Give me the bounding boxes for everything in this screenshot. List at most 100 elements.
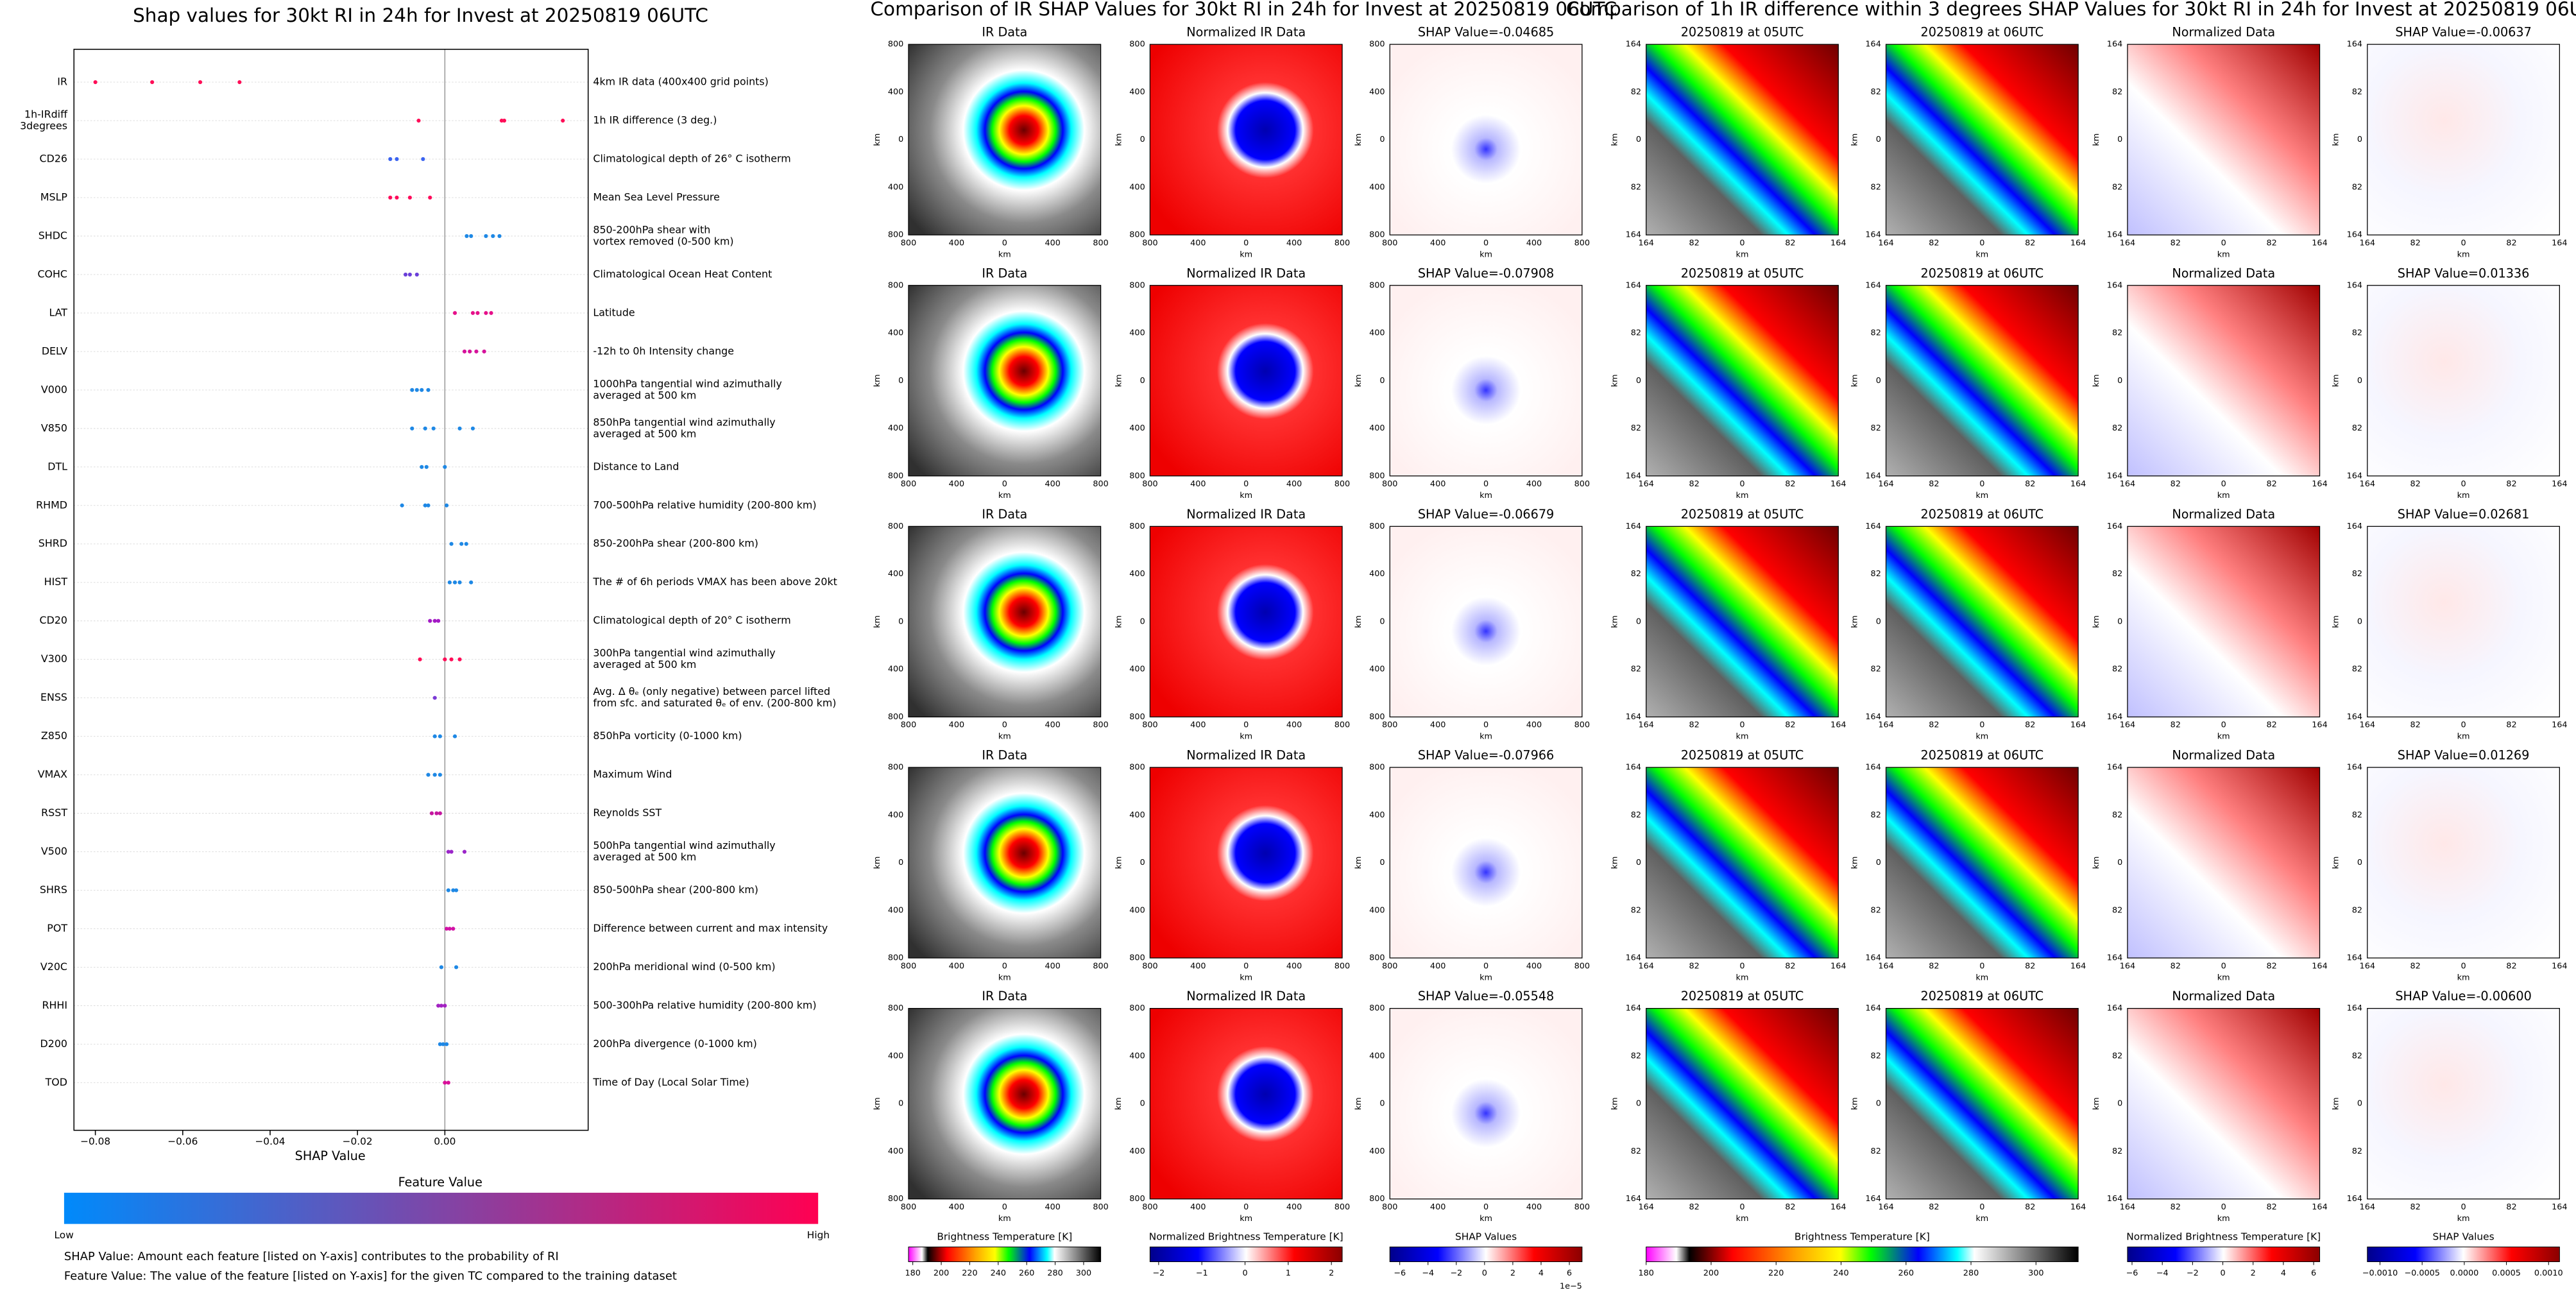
panel-title: SHAP Value=0.01269 bbox=[2398, 748, 2530, 763]
shap-dot bbox=[420, 465, 424, 469]
x-tick-label: 800 bbox=[1142, 479, 1157, 489]
colorbar-tick-label: 0 bbox=[1242, 1268, 1247, 1278]
x-tick-label: 164 bbox=[1638, 479, 1653, 489]
shap-dot bbox=[454, 888, 459, 892]
x-tick-label: 82 bbox=[1929, 1202, 1939, 1212]
x-tick-label: 164 bbox=[1878, 721, 1893, 730]
colorbar-tick-label: 280 bbox=[1047, 1268, 1062, 1278]
shap-dot bbox=[449, 657, 454, 662]
feature-name: CD26 bbox=[40, 152, 67, 164]
y-tick-label: 800 bbox=[1369, 1003, 1385, 1013]
x-tick-label: 82 bbox=[2506, 961, 2516, 971]
panel-title: Normalized Data bbox=[2172, 266, 2275, 280]
x-tick-label: 82 bbox=[2410, 479, 2421, 489]
panel-title: IR Data bbox=[982, 748, 1027, 763]
shap-dot bbox=[421, 157, 425, 162]
y-tick-label: 82 bbox=[1871, 1051, 1881, 1061]
y-tick-label: 82 bbox=[1631, 905, 1641, 915]
panel-image bbox=[2367, 525, 2560, 718]
x-tick-label: 164 bbox=[1830, 961, 1846, 971]
y-tick-label: 0 bbox=[1140, 617, 1145, 626]
colorbar-tick-label: 260 bbox=[1898, 1268, 1914, 1278]
y-axis-label: km bbox=[1850, 1097, 1859, 1110]
y-tick-label: 164 bbox=[1626, 471, 1641, 481]
x-tick-label: 164 bbox=[2312, 479, 2327, 489]
colorbar-tick-label: −1 bbox=[1196, 1268, 1208, 1278]
feature-description: Time of Day (Local Solar Time) bbox=[592, 1076, 749, 1088]
y-tick-label: 82 bbox=[1871, 665, 1881, 674]
y-tick-label: 82 bbox=[2352, 87, 2362, 97]
shap-dot bbox=[426, 388, 431, 392]
y-tick-label: 164 bbox=[2347, 230, 2362, 240]
panel-image bbox=[1389, 44, 1583, 235]
x-tick-label: 0 bbox=[2221, 238, 2226, 248]
panel-image bbox=[1149, 525, 1343, 718]
shap-dot bbox=[416, 118, 421, 123]
x-tick-label: 82 bbox=[1785, 479, 1795, 489]
y-tick-label: 0 bbox=[2117, 376, 2122, 386]
shap-dot bbox=[502, 118, 507, 123]
shap-dot bbox=[414, 388, 419, 392]
x-axis-label: km bbox=[1480, 491, 1492, 500]
shap-dot bbox=[410, 388, 414, 392]
feature-description: vortex removed (0-500 km) bbox=[593, 235, 733, 247]
x-tick-label: 0 bbox=[1739, 1202, 1744, 1212]
panel-title: 20250819 at 05UTC bbox=[1681, 989, 1804, 1003]
y-tick-label: 164 bbox=[1626, 230, 1641, 240]
feature-name: V000 bbox=[41, 383, 67, 395]
y-tick-label: 82 bbox=[1631, 1051, 1641, 1061]
feature-description: 500-300hPa relative humidity (200-800 km… bbox=[593, 999, 816, 1011]
x-axis-label: km bbox=[998, 1214, 1011, 1224]
y-tick-label: 164 bbox=[2107, 230, 2122, 240]
y-tick-label: 0 bbox=[898, 135, 903, 144]
y-axis-label: km bbox=[1114, 615, 1123, 628]
x-tick-label: 164 bbox=[1638, 721, 1653, 730]
y-axis-label: km bbox=[2092, 615, 2101, 628]
y-tick-label: 164 bbox=[2107, 712, 2122, 722]
x-tick-label: 82 bbox=[2025, 1202, 2035, 1212]
colorbar-tick-label: −6 bbox=[1394, 1268, 1406, 1278]
x-tick-label: 400 bbox=[1190, 238, 1206, 248]
colorbar bbox=[1149, 1246, 1343, 1263]
x-tick-label: 82 bbox=[1929, 479, 1939, 489]
shap-dot bbox=[464, 542, 468, 546]
colorbar-tick-label: 2 bbox=[2251, 1268, 2256, 1278]
shap-dot bbox=[447, 580, 452, 585]
plot-frame bbox=[73, 49, 589, 1131]
y-tick-label: 0 bbox=[1636, 135, 1641, 144]
x-axis-label: km bbox=[1975, 1214, 1988, 1224]
panel-title: SHAP Value=-0.05548 bbox=[1418, 989, 1554, 1003]
panel-image bbox=[2367, 767, 2560, 959]
x-axis-label: km bbox=[1975, 250, 1988, 259]
y-tick-label: 0 bbox=[898, 617, 903, 626]
x-tick-label: 800 bbox=[1382, 721, 1397, 730]
colorbar-tick-label: 2 bbox=[1510, 1268, 1515, 1278]
shap-dot bbox=[404, 272, 408, 277]
x-tick-label: 0 bbox=[2221, 721, 2226, 730]
y-axis-label: km bbox=[1114, 374, 1123, 387]
feature-name: RHMD bbox=[36, 499, 67, 511]
shap-dot bbox=[454, 965, 459, 969]
y-tick-label: 800 bbox=[1129, 763, 1145, 773]
colorbar-tick-label: 280 bbox=[1963, 1268, 1979, 1278]
shap-dot bbox=[451, 926, 456, 931]
shap-dot bbox=[407, 272, 412, 277]
feature-description: from sfc. and saturated θₑ of env. (200-… bbox=[593, 697, 836, 709]
y-axis-label: km bbox=[1354, 857, 1363, 869]
y-tick-label: 400 bbox=[1369, 1051, 1385, 1061]
colorbar-tick-label: 2 bbox=[1329, 1268, 1334, 1278]
x-tick-label: 164 bbox=[2312, 721, 2327, 730]
y-tick-label: 82 bbox=[2112, 665, 2122, 674]
x-tick-label: 82 bbox=[1785, 1202, 1795, 1212]
x-tick-label: 800 bbox=[1574, 238, 1590, 248]
y-tick-label: 164 bbox=[1865, 280, 1881, 290]
x-tick-label: 164 bbox=[2120, 961, 2135, 971]
x-tick-label: 0 bbox=[2461, 1202, 2466, 1212]
panel-title: Normalized IR Data bbox=[1186, 266, 1306, 280]
x-tick-label: 82 bbox=[1929, 961, 1939, 971]
x-tick-label: 164 bbox=[1638, 1202, 1653, 1212]
feature-name: POT bbox=[47, 922, 67, 934]
colorbar-tick-label: 200 bbox=[934, 1268, 949, 1278]
x-tick-label: 400 bbox=[949, 721, 964, 730]
x-tick-label: 82 bbox=[2266, 238, 2276, 248]
